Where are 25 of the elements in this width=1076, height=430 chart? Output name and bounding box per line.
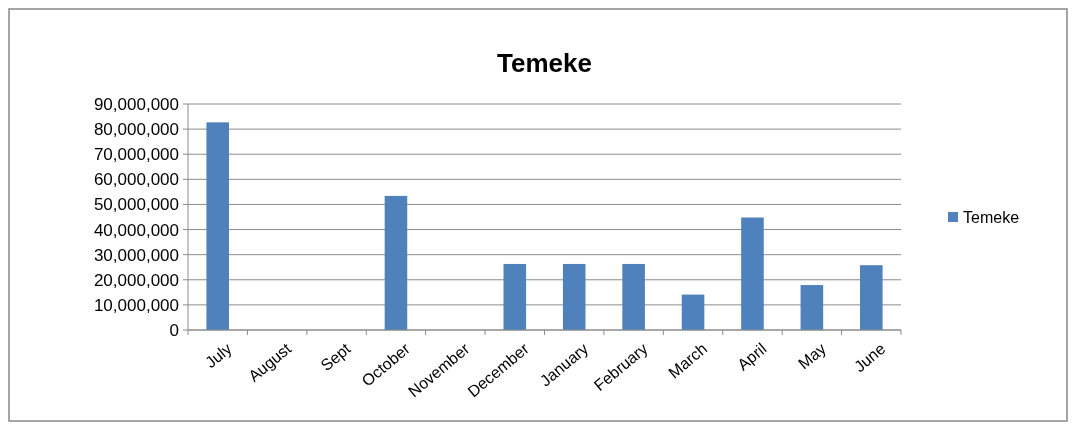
bar (741, 217, 764, 330)
bar (860, 265, 883, 330)
y-tick-label: 50,000,000 (93, 195, 179, 215)
y-tick-label: 20,000,000 (93, 270, 179, 290)
x-tick-label: May (794, 339, 829, 373)
y-tick-label: 10,000,000 (93, 295, 179, 315)
y-tick-label: 30,000,000 (93, 245, 179, 265)
bar (206, 122, 229, 330)
y-tick-label: 80,000,000 (93, 120, 179, 140)
bar (384, 195, 408, 330)
chart-title: Temeke (497, 48, 592, 78)
legend-label: Temeke (963, 208, 1020, 226)
bar (622, 263, 645, 330)
bar (503, 263, 527, 330)
y-tick-label: 0 (169, 320, 179, 340)
x-tick-label: June (850, 339, 889, 376)
y-tick-label: 60,000,000 (93, 170, 179, 190)
y-tick-label: 70,000,000 (93, 145, 179, 165)
x-tick-label: July (202, 339, 235, 372)
x-tick-label: Sept (317, 339, 355, 375)
y-tick-label: 90,000,000 (93, 94, 179, 114)
bar (800, 285, 824, 330)
bar (681, 294, 705, 330)
bar (562, 263, 586, 330)
y-tick-label: 40,000,000 (93, 220, 179, 240)
